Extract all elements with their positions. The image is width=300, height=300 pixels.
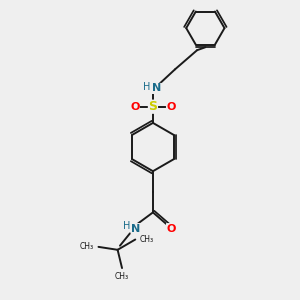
Text: H: H	[123, 221, 131, 231]
Text: N: N	[131, 224, 140, 234]
Text: O: O	[167, 102, 176, 112]
Text: CH₃: CH₃	[80, 242, 94, 251]
Text: N: N	[152, 83, 161, 94]
Text: H: H	[143, 82, 150, 92]
Text: CH₃: CH₃	[140, 235, 154, 244]
Text: CH₃: CH₃	[115, 272, 129, 281]
Text: O: O	[167, 224, 176, 234]
Text: O: O	[130, 102, 140, 112]
Text: S: S	[148, 100, 158, 113]
